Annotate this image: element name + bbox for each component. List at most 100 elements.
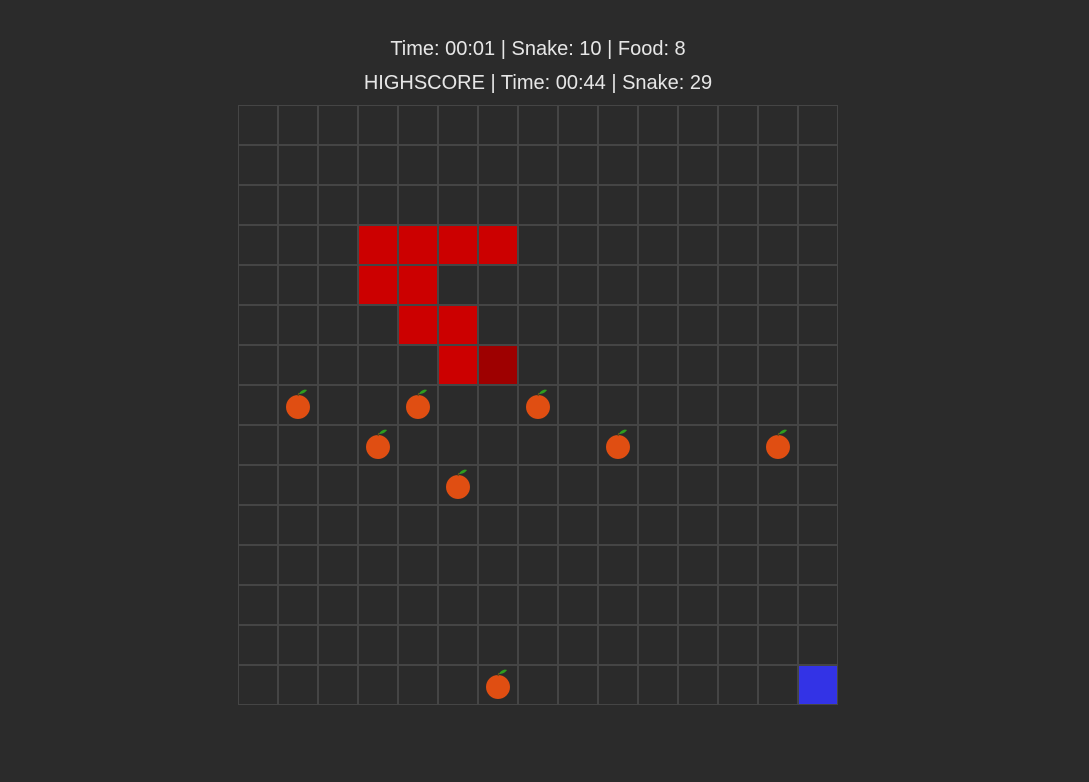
- grid-cell: [798, 145, 838, 185]
- grid-cell: [318, 505, 358, 545]
- grid-cell: [638, 505, 678, 545]
- grid-cell: [678, 145, 718, 185]
- grid-cell: [518, 545, 558, 585]
- grid-cell: [518, 505, 558, 545]
- grid-cell: [318, 665, 358, 705]
- grid-cell: [398, 465, 438, 505]
- grid-cell: [638, 385, 678, 425]
- grid-cell: [678, 545, 718, 585]
- grid-cell: [718, 105, 758, 145]
- grid-cell: [318, 225, 358, 265]
- grid-cell: [718, 505, 758, 545]
- grid-cell: [478, 265, 518, 305]
- game-board[interactable]: [238, 105, 838, 705]
- grid-cell: [558, 145, 598, 185]
- grid-cell: [238, 305, 278, 345]
- grid-cell: [758, 265, 798, 305]
- grid-cell: [678, 345, 718, 385]
- grid-cell: [798, 105, 838, 145]
- player-block: [798, 665, 838, 705]
- grid-cell: [718, 145, 758, 185]
- grid-cell: [398, 505, 438, 545]
- grid-cell: [558, 225, 598, 265]
- grid-cell: [518, 345, 558, 385]
- grid-cell: [598, 265, 638, 305]
- grid-cell: [798, 625, 838, 665]
- grid-cell: [798, 185, 838, 225]
- grid-cell: [638, 305, 678, 345]
- grid-cell: [718, 225, 758, 265]
- grid-cell: [598, 465, 638, 505]
- grid-cell: [558, 505, 598, 545]
- grid-cell: [598, 185, 638, 225]
- grid-cell: [598, 425, 638, 465]
- grid-cell: [758, 225, 798, 265]
- grid-cell: [478, 105, 518, 145]
- grid-cell: [238, 545, 278, 585]
- grid-cell: [518, 305, 558, 345]
- grid-cell: [718, 305, 758, 345]
- grid-cell: [318, 425, 358, 465]
- grid-cell: [478, 585, 518, 625]
- grid-cell: [558, 585, 598, 625]
- grid-cell: [718, 545, 758, 585]
- grid-cell: [478, 385, 518, 425]
- grid-cell: [358, 585, 398, 625]
- grid-cell: [598, 625, 638, 665]
- grid-cell: [758, 145, 798, 185]
- grid-cell: [558, 385, 598, 425]
- grid-cell: [758, 585, 798, 625]
- grid-cell: [678, 385, 718, 425]
- grid-cell: [598, 665, 638, 705]
- grid-cell: [358, 545, 398, 585]
- grid-cell: [638, 425, 678, 465]
- grid-cell: [678, 265, 718, 305]
- grid-cell: [438, 145, 478, 185]
- grid-cell: [238, 145, 278, 185]
- grid-cell: [318, 625, 358, 665]
- grid-cell: [638, 625, 678, 665]
- grid-cell: [518, 145, 558, 185]
- grid-cell: [318, 105, 358, 145]
- grid-cell: [238, 465, 278, 505]
- orange-icon: [358, 425, 398, 465]
- grid-cell: [318, 185, 358, 225]
- grid-cell: [638, 585, 678, 625]
- grid-cell: [678, 625, 718, 665]
- snake-segment: [438, 305, 478, 345]
- grid-cell: [358, 185, 398, 225]
- grid-cell: [358, 105, 398, 145]
- grid-cell: [558, 105, 598, 145]
- grid-cell: [598, 105, 638, 145]
- grid-cell: [318, 145, 358, 185]
- grid-cell: [598, 385, 638, 425]
- snake-segment: [398, 225, 438, 265]
- grid-cell: [478, 145, 518, 185]
- grid-cell: [478, 425, 518, 465]
- grid-cell: [278, 505, 318, 545]
- grid-cell: [318, 265, 358, 305]
- grid-cell: [758, 345, 798, 385]
- grid-cell: [678, 305, 718, 345]
- grid-cell: [398, 145, 438, 185]
- snake-segment: [358, 225, 398, 265]
- grid-cell: [558, 425, 598, 465]
- grid-cell: [638, 265, 678, 305]
- status-highscore: HIGHSCORE | Time: 00:44 | Snake: 29: [363, 72, 713, 94]
- grid-cell: [598, 505, 638, 545]
- grid-cell: [718, 265, 758, 305]
- grid-cell: [558, 345, 598, 385]
- grid-cell: [278, 545, 318, 585]
- grid-cell: [278, 585, 318, 625]
- grid-cell: [358, 145, 398, 185]
- grid-cell: [518, 105, 558, 145]
- grid-cell: [798, 585, 838, 625]
- grid-cell: [798, 345, 838, 385]
- grid-cell: [678, 665, 718, 705]
- orange-icon: [478, 665, 518, 705]
- grid-cell: [758, 105, 798, 145]
- grid-cell: [438, 505, 478, 545]
- grid-cell: [238, 625, 278, 665]
- grid-cell: [358, 625, 398, 665]
- grid-cell: [278, 225, 318, 265]
